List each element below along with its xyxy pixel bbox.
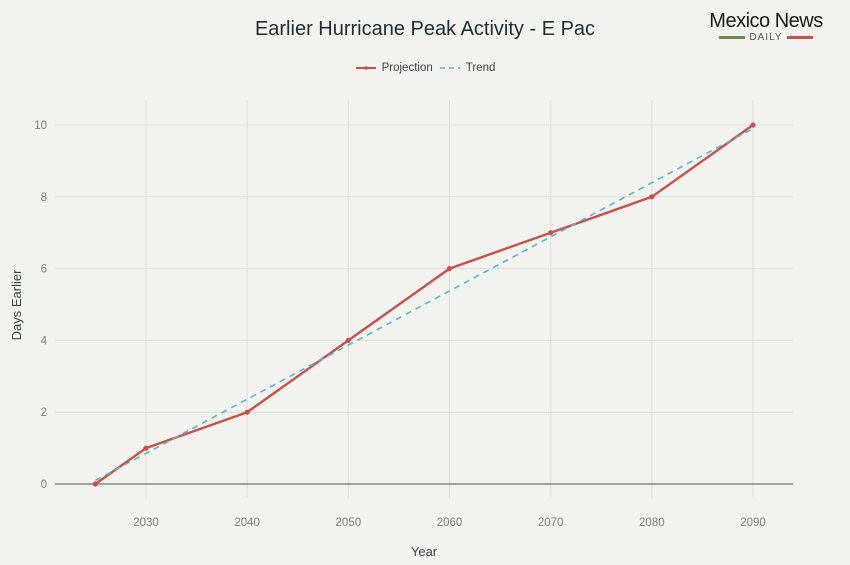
data-point-projection xyxy=(548,230,554,236)
x-tick-label: 2090 xyxy=(740,517,766,529)
grid xyxy=(55,100,793,498)
legend-label-trend: Trend xyxy=(465,62,496,74)
x-tick-label: 2070 xyxy=(538,517,564,529)
x-tick-label: 2050 xyxy=(336,517,362,529)
data-point-projection xyxy=(649,194,655,200)
series-line-trend xyxy=(95,127,754,482)
x-axis-label: Year xyxy=(411,544,438,559)
chart-title: Earlier Hurricane Peak Activity - E Pac xyxy=(254,18,596,40)
legend: Projection Trend xyxy=(0,62,850,74)
data-point-projection xyxy=(143,445,149,451)
data-point-projection xyxy=(750,122,756,128)
y-tick-label: 0 xyxy=(41,479,47,491)
legend-label-projection: Projection xyxy=(381,62,433,74)
data-point-projection xyxy=(244,409,250,415)
x-tick-label: 2080 xyxy=(639,517,665,529)
legend-item-trend[interactable]: Trend xyxy=(439,62,496,74)
legend-item-projection[interactable]: Projection xyxy=(355,62,433,74)
y-axis-label: Days Earlier xyxy=(9,269,24,340)
brand-sub: DAILY xyxy=(749,32,783,43)
legend-swatch-projection xyxy=(355,66,376,70)
y-tick-labels: 0 2 4 6 8 10 xyxy=(34,120,47,491)
brand-logo: Mexico News DAILY xyxy=(700,10,832,43)
y-tick-label: 6 xyxy=(41,264,47,276)
x-tick-label: 2060 xyxy=(437,517,463,529)
data-point-projection xyxy=(92,481,99,487)
x-tick-labels: 2030 2040 2050 2060 2070 2080 2090 xyxy=(133,517,766,529)
data-point-projection xyxy=(345,337,351,343)
series-layer xyxy=(92,122,756,487)
brand-name: Mexico News xyxy=(709,10,823,32)
data-point-projection xyxy=(446,266,453,272)
x-tick-label: 2030 xyxy=(133,517,159,529)
y-tick-label: 2 xyxy=(41,407,47,419)
y-tick-label: 10 xyxy=(34,120,47,132)
series-line-projection xyxy=(94,124,754,485)
y-tick-label: 4 xyxy=(41,335,48,347)
y-tick-label: 8 xyxy=(41,192,47,204)
x-tick-label: 2040 xyxy=(234,517,260,529)
brand-bar-green xyxy=(719,36,746,39)
legend-swatch-trend xyxy=(439,67,460,69)
brand-bar-red xyxy=(786,36,813,39)
